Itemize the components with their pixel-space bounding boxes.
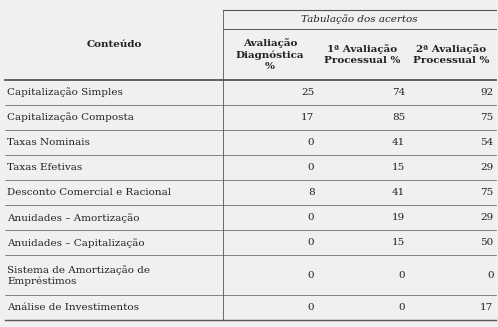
Text: 0: 0 [308,138,314,147]
Text: 75: 75 [480,188,494,197]
Text: Conteúdo: Conteúdo [87,40,142,49]
Text: 15: 15 [392,238,405,247]
Text: Anuidades – Capitalização: Anuidades – Capitalização [7,238,144,248]
Text: 0: 0 [308,271,314,280]
Text: 0: 0 [308,213,314,222]
Text: Análise de Investimentos: Análise de Investimentos [7,303,139,312]
Text: 15: 15 [392,163,405,172]
Text: 2ª Avaliação
Processual %: 2ª Avaliação Processual % [413,44,490,65]
Text: 92: 92 [480,88,494,96]
Text: Capitalização Simples: Capitalização Simples [7,87,123,97]
Text: 29: 29 [480,213,494,222]
Text: 19: 19 [392,213,405,222]
Text: Taxas Nominais: Taxas Nominais [7,138,90,147]
Text: 29: 29 [480,163,494,172]
Text: Anuidades – Amortização: Anuidades – Amortização [7,213,139,222]
Text: 0: 0 [398,271,405,280]
Text: 54: 54 [480,138,494,147]
Text: 17: 17 [301,113,314,122]
Text: 0: 0 [487,271,494,280]
Text: 75: 75 [480,113,494,122]
Text: Avaliação
Diagnóstica
%: Avaliação Diagnóstica % [236,38,304,71]
Text: Capitalização Composta: Capitalização Composta [7,112,134,122]
Text: Taxas Efetivas: Taxas Efetivas [7,163,82,172]
Text: Tabulação dos acertos: Tabulação dos acertos [301,14,418,24]
Text: 0: 0 [308,163,314,172]
Text: 85: 85 [392,113,405,122]
Text: 17: 17 [480,303,494,312]
Text: 8: 8 [308,188,314,197]
Text: 0: 0 [308,238,314,247]
Text: 41: 41 [392,138,405,147]
Text: 25: 25 [301,88,314,96]
Text: 0: 0 [398,303,405,312]
Text: 1ª Avaliação
Processual %: 1ª Avaliação Processual % [324,44,400,65]
Text: Sistema de Amortização de
Empréstimos: Sistema de Amortização de Empréstimos [7,265,150,286]
Text: 0: 0 [308,303,314,312]
Text: 41: 41 [392,188,405,197]
Text: Desconto Comercial e Racional: Desconto Comercial e Racional [7,188,171,197]
Text: 50: 50 [480,238,494,247]
Text: 74: 74 [392,88,405,96]
